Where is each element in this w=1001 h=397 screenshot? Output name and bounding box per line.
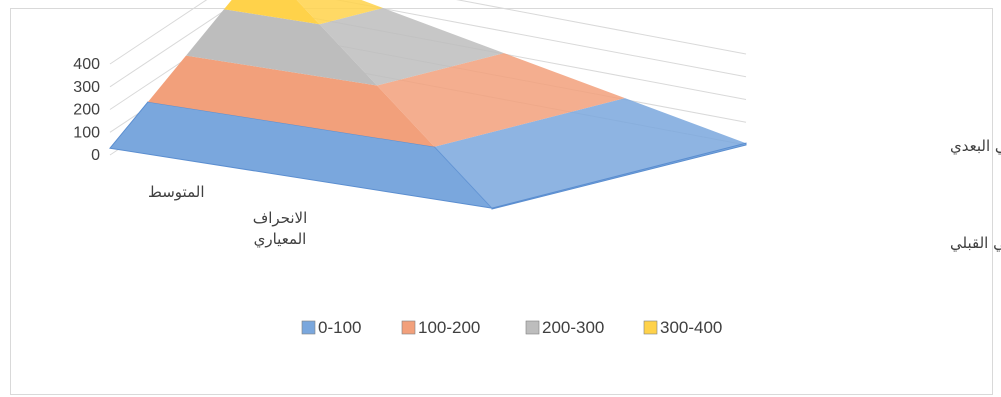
surface-band-side	[296, 0, 383, 25]
legend-item: 200-300	[525, 318, 604, 337]
surface-band-front	[186, 9, 377, 86]
surface-band-side	[434, 98, 746, 209]
category-labels: المتوسط الانحراف المعياري	[148, 183, 307, 249]
z-tick-label: 400	[73, 56, 100, 73]
legend-swatch	[401, 320, 416, 335]
surface-band-front	[224, 0, 320, 25]
x-category-label: المعياري	[254, 230, 307, 249]
legend-label: 200-300	[542, 318, 604, 337]
series-label: الاختبار التحصيلي البعدي	[950, 137, 1001, 156]
legend-label: 0-100	[318, 318, 361, 337]
z-tick-label: 200	[73, 102, 100, 119]
gridline-3	[109, 0, 747, 88]
surface-band-front	[148, 55, 435, 147]
x-category-label: الانحراف	[253, 209, 308, 227]
legend-item: 300-400	[643, 318, 722, 337]
legend-label: 300-400	[660, 318, 722, 337]
z-tick-label: 0	[91, 147, 100, 164]
gridline-4	[109, 0, 747, 65]
legend: 0-100 100-200 200-300 300-400	[301, 318, 722, 337]
legend-swatch	[301, 320, 316, 335]
surface-band-side	[319, 8, 504, 86]
surface-band-side	[377, 53, 625, 147]
legend-swatch	[525, 320, 540, 335]
series-labels: الاختبار التحصيلي القبلي الاختبار التحصيل…	[950, 137, 1001, 253]
z-axis-ticks: 0 100 200 300 400	[73, 56, 100, 164]
legend-swatch	[643, 320, 658, 335]
z-tick-label: 300	[73, 79, 100, 96]
z-tick-label: 100	[73, 124, 100, 141]
legend-item: 100-200	[401, 318, 480, 337]
legend-label: 100-200	[418, 318, 480, 337]
x-category-label: المتوسط	[148, 183, 205, 201]
series-label: الاختبار التحصيلي القبلي	[950, 234, 1001, 253]
surface-flat-region	[491, 142, 747, 210]
surface-plot	[109, 0, 747, 210]
legend-item: 0-100	[301, 318, 361, 337]
